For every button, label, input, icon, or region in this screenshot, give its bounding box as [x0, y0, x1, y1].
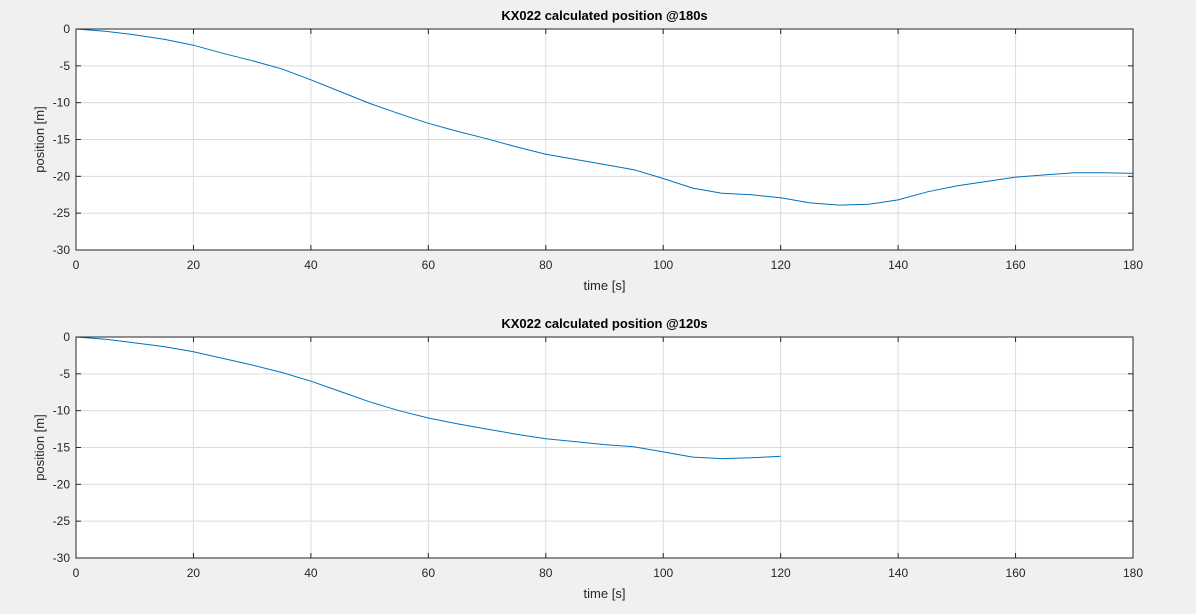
x-tick-label: 80	[539, 566, 553, 580]
x-axis-label: time [s]	[584, 586, 626, 601]
tick-labels: 0 20 40 60 80 100 120 140 160 180 0 -5 -10 -15 -20 -25 -…	[53, 330, 1144, 580]
y-tick-label: -20	[53, 477, 71, 491]
plot-title: KX022 calculated position @180s	[501, 8, 707, 23]
x-tick-label: 160	[1006, 566, 1026, 580]
plot-title: KX022 calculated position @120s	[501, 316, 707, 331]
y-tick-label: 0	[63, 330, 70, 344]
y-tick-label: -30	[53, 551, 71, 565]
x-tick-label: 160	[1006, 258, 1026, 272]
tick-labels: 0 20 40 60 80 100 120 140 160 180 0 -5 -10 -15 -20 -25 -…	[53, 22, 1144, 272]
position-series-line	[75, 336, 781, 460]
y-tick-label: -20	[53, 169, 71, 183]
x-tick-label: 180	[1123, 258, 1143, 272]
bottom-plot: 0 20 40 60 80 100 120 140 160 180 0 -5 -10 -15 -20 -25 -…	[32, 316, 1143, 601]
x-tick-label: 100	[653, 258, 673, 272]
series-layer	[75, 28, 1134, 206]
x-tick-label: 140	[888, 258, 908, 272]
x-tick-label: 0	[73, 258, 80, 272]
x-tick-label: 80	[539, 258, 553, 272]
y-tick-label: -30	[53, 243, 71, 257]
y-axis-label: position [m]	[32, 414, 47, 480]
y-tick-label: -15	[53, 441, 71, 455]
x-tick-label: 20	[187, 258, 201, 272]
x-tick-label: 100	[653, 566, 673, 580]
y-tick-label: -25	[53, 206, 71, 220]
x-axis-label: time [s]	[584, 278, 626, 293]
x-tick-label: 140	[888, 566, 908, 580]
series-layer	[75, 336, 781, 460]
y-axis-label: position [m]	[32, 106, 47, 172]
y-tick-label: 0	[63, 22, 70, 36]
x-tick-label: 120	[771, 258, 791, 272]
x-tick-label: 120	[771, 566, 791, 580]
y-tick-label: -25	[53, 514, 71, 528]
y-tick-label: -5	[59, 59, 70, 73]
x-tick-label: 40	[304, 258, 318, 272]
x-tick-label: 60	[422, 566, 436, 580]
y-tick-label: -5	[59, 367, 70, 381]
x-tick-label: 20	[187, 566, 201, 580]
top-plot: 0 20 40 60 80 100 120 140 160 180 0 -5 -10 -15 -20 -25 -…	[32, 8, 1143, 293]
position-series-line	[75, 28, 1134, 206]
y-tick-label: -10	[53, 96, 71, 110]
x-tick-label: 0	[73, 566, 80, 580]
x-tick-label: 180	[1123, 566, 1143, 580]
y-tick-label: -10	[53, 404, 71, 418]
y-tick-label: -15	[53, 133, 71, 147]
x-tick-label: 40	[304, 566, 318, 580]
x-tick-label: 60	[422, 258, 436, 272]
